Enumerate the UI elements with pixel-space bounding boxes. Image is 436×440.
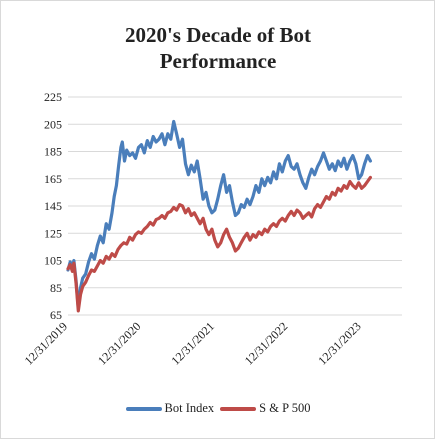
x-tick-label-0: 12/31/2019: [22, 319, 71, 368]
legend-label-bot-index: Bot Index: [164, 401, 215, 415]
legend-swatch-bot-index: [125, 406, 162, 411]
x-tick-label-2: 12/31/2021: [168, 319, 217, 368]
legend-swatch-sp-500: [220, 406, 257, 411]
chart-title-line-2: Performance: [159, 49, 277, 73]
y-tick-label-65: 65: [50, 308, 62, 322]
y-tick-label-205: 205: [44, 117, 62, 131]
gridlines: [68, 96, 402, 316]
y-tick-label-225: 225: [44, 90, 62, 104]
y-tick-label-145: 145: [44, 199, 62, 213]
legend: Bot Index S & P 500: [0, 401, 436, 416]
legend-item-bot-index: Bot Index: [125, 401, 215, 416]
y-tick-label-125: 125: [44, 226, 62, 240]
series-line-sp-500: [66, 175, 372, 313]
legend-label-sp-500: S & P 500: [259, 401, 311, 415]
x-tick-label-4: 12/31/2023: [315, 319, 364, 368]
x-tick-label-1: 12/31/2020: [95, 319, 144, 368]
y-tick-label-165: 165: [44, 172, 62, 186]
y-tick-label-85: 85: [50, 281, 62, 295]
x-axis-ticks: 12/31/2019 12/31/2020 12/31/2021 12/31/2022…: [22, 319, 364, 368]
y-tick-label-105: 105: [44, 254, 62, 268]
chart-title: 2020's Decade of Bot Performance: [0, 22, 436, 74]
chart-title-line-1: 2020's Decade of Bot: [124, 23, 312, 47]
legend-item-sp-500: S & P 500: [220, 401, 310, 416]
y-tick-label-185: 185: [44, 145, 62, 159]
x-tick-label-3: 12/31/2022: [242, 319, 291, 368]
series-line-bot-index: [66, 119, 372, 310]
y-axis-ticks: 65 85 105 125 145 165 185 205 225: [44, 90, 62, 322]
series-lines: [66, 119, 372, 313]
